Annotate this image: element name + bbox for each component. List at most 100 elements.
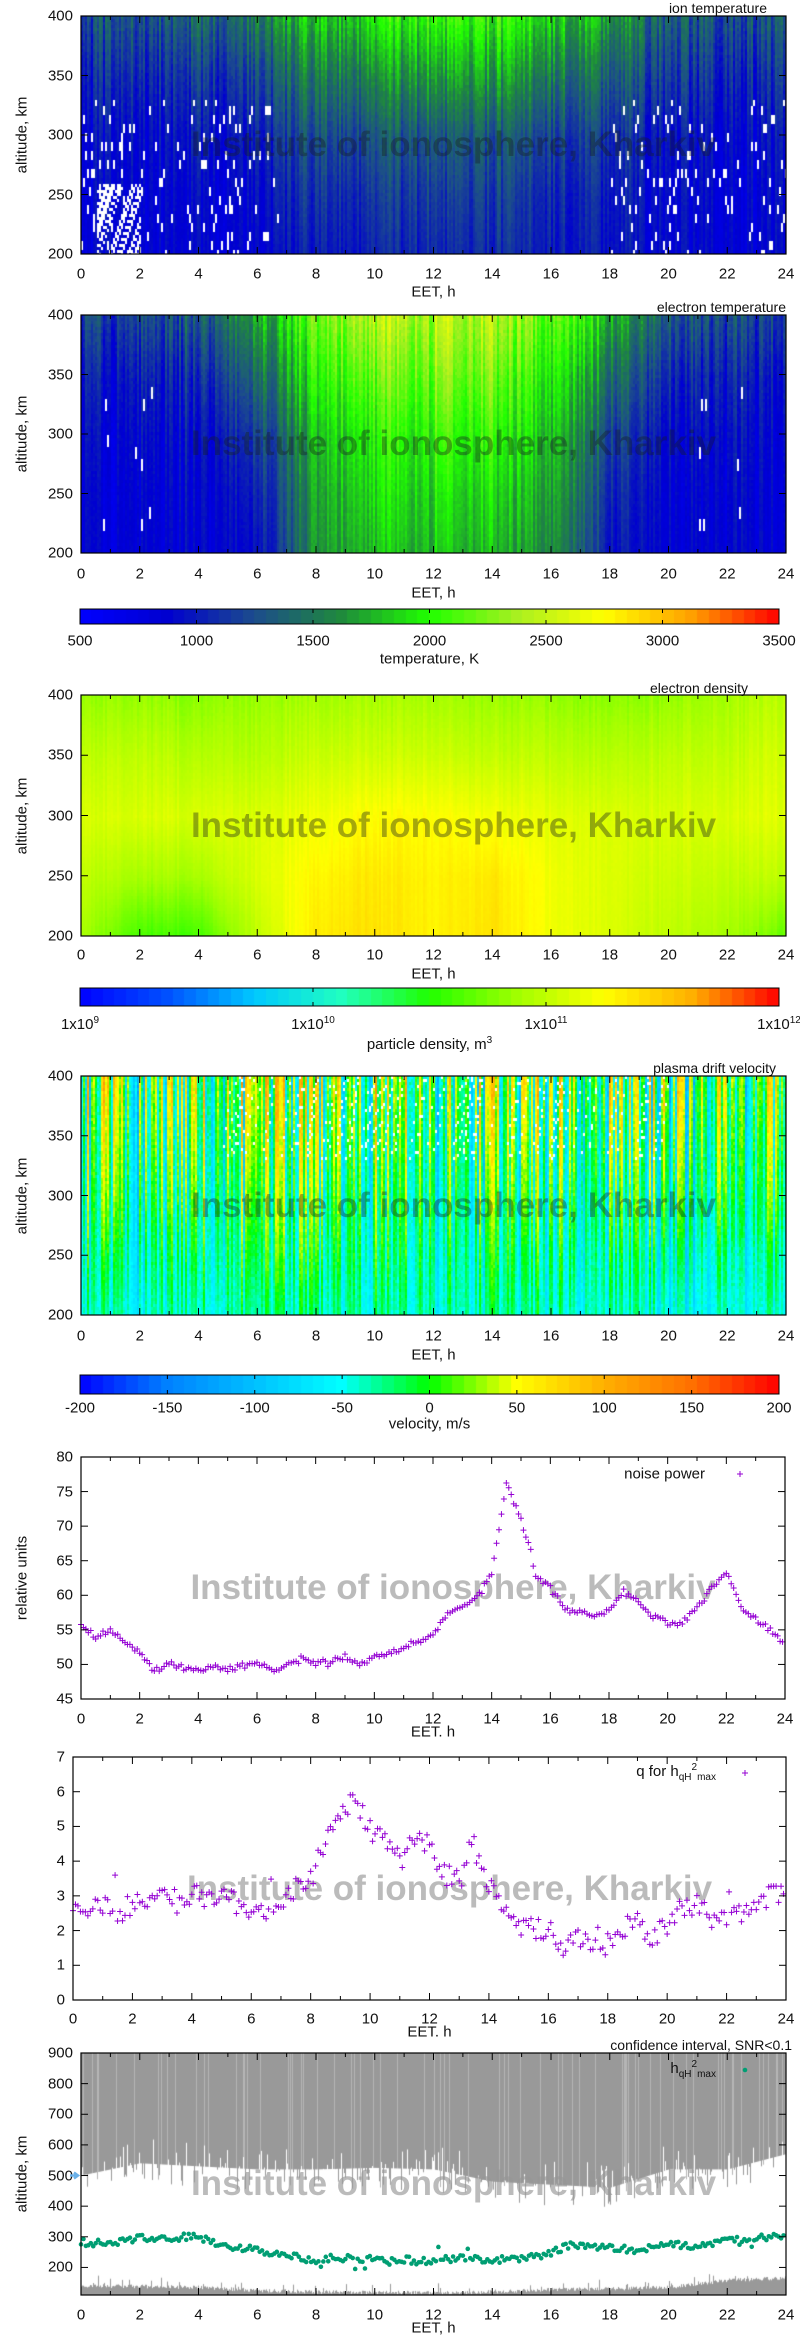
y-tick-label: 1 bbox=[56, 1956, 65, 1974]
x-tick-label: 10 bbox=[366, 265, 384, 283]
x-tick-label: 18 bbox=[601, 946, 619, 964]
heatmap-plasma-drift-velocity bbox=[81, 1076, 786, 1315]
x-tick-label: 10 bbox=[366, 1327, 384, 1345]
x-tick-label: 0 bbox=[68, 2010, 78, 2028]
y-tick-label: 400 bbox=[47, 306, 73, 324]
colorbar-tick-label: 2500 bbox=[529, 632, 563, 650]
tick-base: 1x10 bbox=[524, 1016, 558, 1033]
x-tick-label: 0 bbox=[76, 1327, 86, 1345]
x-tick-label: 8 bbox=[311, 1327, 321, 1345]
x-tick-label: 12 bbox=[421, 2010, 438, 2028]
x-axis-title: EET, h bbox=[411, 965, 456, 983]
y-tick-label: 200 bbox=[47, 245, 73, 263]
x-tick-label: 20 bbox=[660, 265, 677, 283]
x-axis-title: EET. h bbox=[410, 1723, 456, 1741]
plot-title: plasma drift velocity bbox=[653, 1060, 776, 1076]
colorbar-tick-label: -200 bbox=[64, 1399, 96, 1417]
y-tick-label: 0 bbox=[56, 1991, 65, 2009]
colorbar-title: particle density, m3 bbox=[366, 1036, 492, 1053]
y-tick-label: 6 bbox=[56, 1783, 65, 1801]
x-tick-label: 0 bbox=[76, 1710, 86, 1728]
x-tick-label: 10 bbox=[365, 1710, 383, 1728]
legend-label: hqH2max bbox=[670, 2060, 716, 2080]
x-tick-label: 4 bbox=[187, 2010, 196, 2028]
y-tick-label: 4 bbox=[56, 1852, 65, 1870]
x-tick-label: 4 bbox=[194, 1710, 203, 1728]
y-axis-title: altitude, km bbox=[13, 2135, 31, 2213]
x-tick-label: 22 bbox=[717, 1710, 735, 1728]
colorbar-tick-label: 1x109 bbox=[61, 1015, 100, 1033]
x-axis-title: EET, h bbox=[411, 584, 456, 602]
x-tick-label: 22 bbox=[718, 2010, 735, 2028]
legend-subscript: qH bbox=[678, 1772, 692, 1783]
colorbar-title-text: velocity, m/s bbox=[388, 1415, 471, 1433]
colorbar-tick-label: 1500 bbox=[296, 632, 330, 650]
x-tick-label: 16 bbox=[541, 1710, 559, 1728]
x-tick-label: 18 bbox=[601, 265, 619, 283]
x-tick-label: 20 bbox=[660, 946, 677, 964]
colorbar-tick-label: 500 bbox=[67, 632, 93, 650]
colorbar-title-text: particle density, m bbox=[366, 1036, 487, 1053]
y-tick-label: 250 bbox=[47, 186, 73, 203]
x-tick-label: 0 bbox=[76, 265, 86, 283]
x-tick-label: 8 bbox=[311, 946, 321, 964]
x-tick-label: 10 bbox=[361, 2010, 379, 2028]
tick-exponent: 9 bbox=[93, 1015, 100, 1026]
x-axis-title: EET. h bbox=[407, 2023, 452, 2041]
x-tick-label: 8 bbox=[311, 1710, 320, 1728]
y-tick-label: 300 bbox=[47, 2228, 73, 2246]
colorbar-title: temperature, K bbox=[380, 652, 479, 667]
x-tick-label: 2 bbox=[135, 565, 144, 583]
colorbar-tick-label: 1x1012 bbox=[757, 1015, 800, 1033]
x-tick-label: 24 bbox=[777, 2010, 795, 2028]
colorbar-tick-label: -50 bbox=[331, 1399, 353, 1417]
y-axis-title: altitude, km bbox=[13, 1157, 31, 1234]
y-tick-label: 80 bbox=[56, 1448, 73, 1466]
y-tick-label: 350 bbox=[47, 746, 73, 764]
x-tick-label: 12 bbox=[424, 1710, 442, 1728]
x-tick-label: 12 bbox=[425, 565, 442, 583]
x-tick-label: 6 bbox=[252, 1710, 262, 1728]
y-tick-label: 800 bbox=[47, 2075, 73, 2093]
x-tick-label: 14 bbox=[483, 565, 501, 583]
tick-base: 1x10 bbox=[757, 1016, 790, 1033]
x-tick-label: 0 bbox=[76, 565, 86, 583]
legend-subscript: max bbox=[697, 1772, 716, 1783]
x-tick-label: 6 bbox=[253, 946, 262, 964]
x-tick-label: 10 bbox=[366, 565, 384, 583]
x-tick-label: 18 bbox=[601, 2306, 619, 2324]
colorbar-tick-label: 150 bbox=[679, 1399, 705, 1417]
y-tick-label: 400 bbox=[47, 686, 73, 704]
x-tick-label: 24 bbox=[777, 1327, 795, 1345]
colorbar-tick-label: -100 bbox=[239, 1399, 270, 1417]
tick-exponent: 12 bbox=[789, 1015, 800, 1026]
y-tick-label: 700 bbox=[47, 2105, 73, 2123]
colorbar-tick-label: -150 bbox=[152, 1399, 183, 1417]
x-tick-label: 20 bbox=[660, 2306, 677, 2324]
x-tick-label: 4 bbox=[194, 1327, 203, 1345]
heatmap-electron-density bbox=[81, 695, 786, 936]
y-tick-label: 500 bbox=[47, 2167, 73, 2185]
confidence-interval-bands bbox=[81, 2053, 786, 2295]
x-tick-label: 10 bbox=[366, 946, 384, 964]
y-tick-label: 45 bbox=[56, 1690, 73, 1708]
y-axis-title: altitude, km bbox=[13, 96, 31, 174]
y-axis-title: relative units bbox=[13, 1535, 31, 1621]
x-tick-label: 16 bbox=[539, 2010, 557, 2028]
x-tick-label: 14 bbox=[483, 2306, 501, 2324]
y-tick-label: 300 bbox=[47, 126, 73, 144]
x-tick-label: 12 bbox=[425, 946, 442, 964]
colorbar-tick-label: 3000 bbox=[645, 632, 680, 650]
x-tick-label: 24 bbox=[776, 1710, 794, 1728]
y-tick-label: 250 bbox=[47, 867, 73, 885]
x-tick-label: 18 bbox=[601, 565, 619, 583]
x-tick-label: 6 bbox=[253, 565, 262, 583]
x-tick-label: 14 bbox=[483, 946, 501, 964]
colorbar-tick-label: 1x1011 bbox=[524, 1016, 568, 1033]
y-tick-label: 7 bbox=[56, 1748, 65, 1766]
y-axis-title: altitude, km bbox=[13, 777, 31, 854]
x-tick-label: 14 bbox=[480, 2010, 498, 2028]
colorbar-tick-label: 3500 bbox=[762, 632, 796, 650]
watermark: Institute of ionosphere, Kharkiv bbox=[186, 1868, 713, 1908]
